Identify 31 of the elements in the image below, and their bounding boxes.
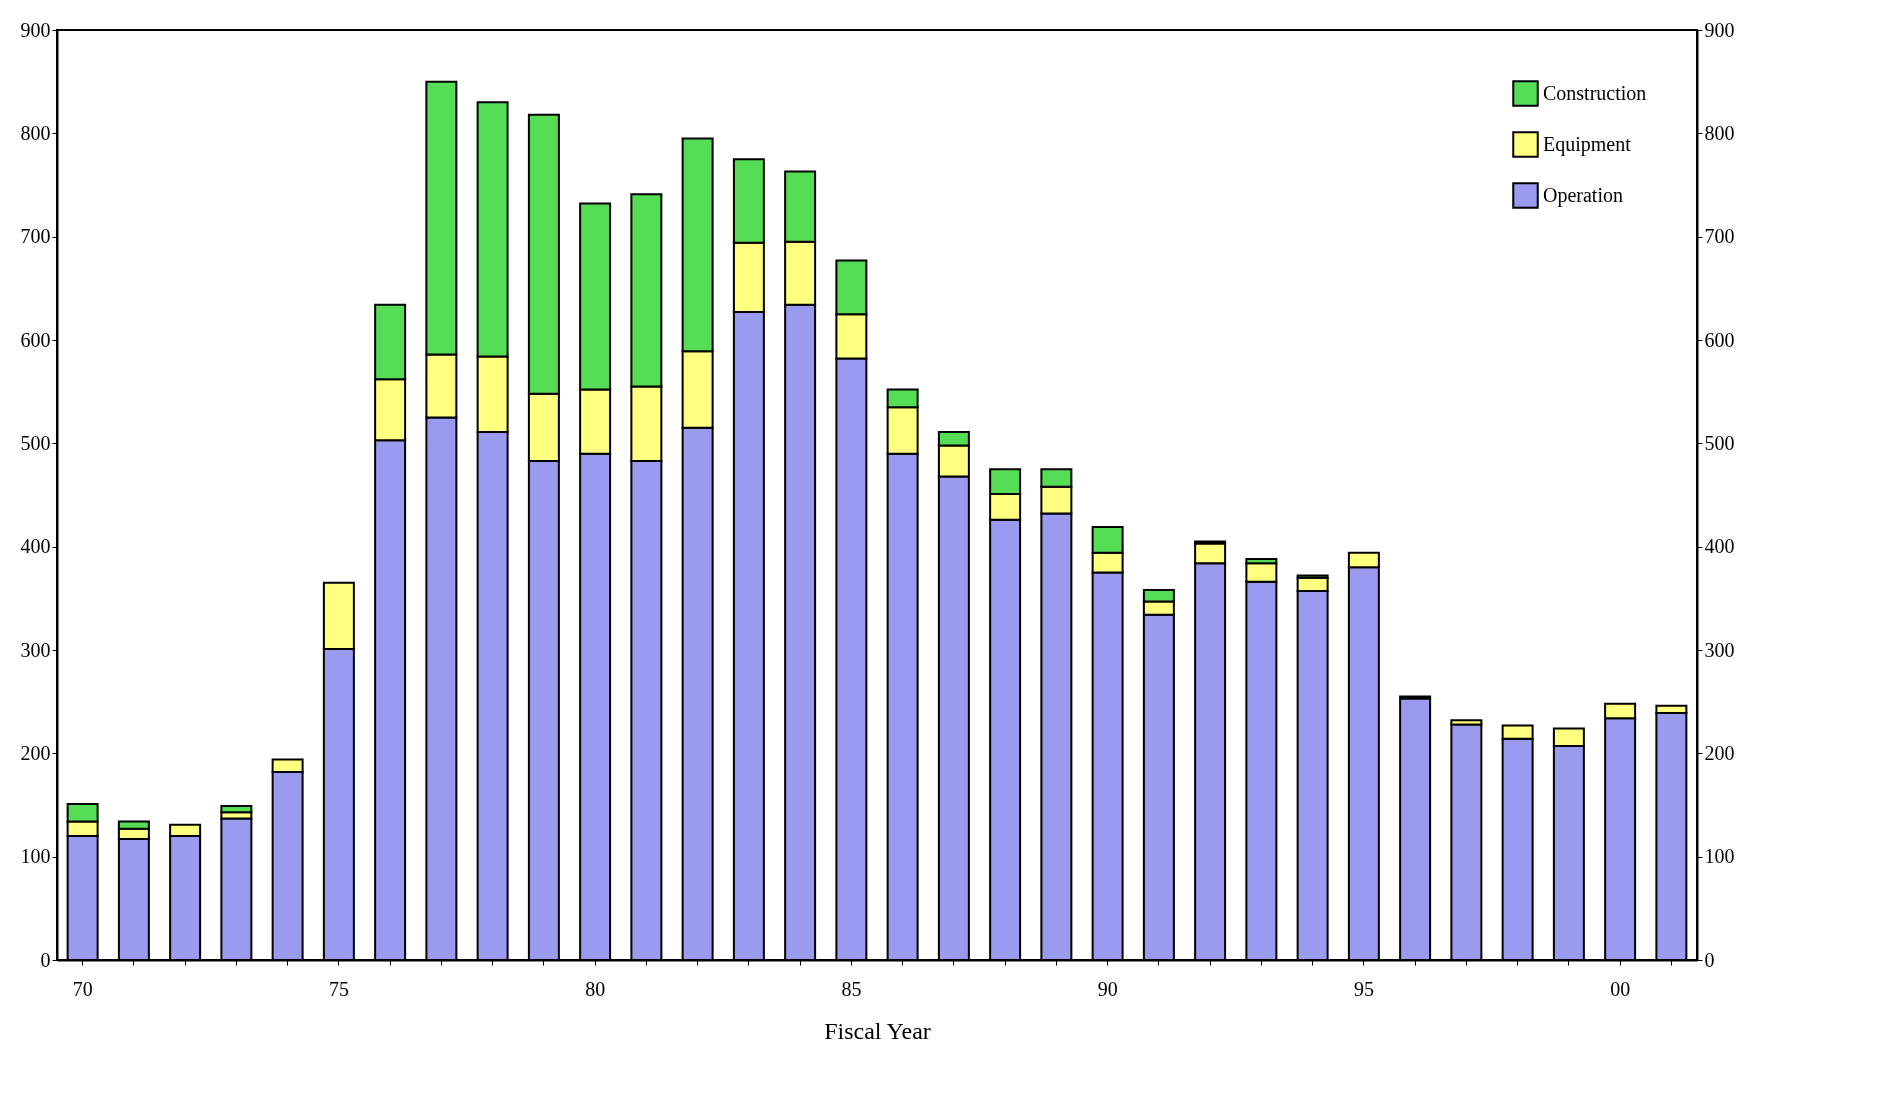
- y2-tick-label: 700: [1704, 225, 1735, 248]
- y2-tick-label: 300: [1704, 638, 1735, 661]
- y-tick-label: 0: [40, 948, 51, 971]
- y-tick-label: 700: [20, 225, 51, 248]
- y2-tick-label: 400: [1704, 535, 1735, 558]
- y2-tick-label: 600: [1704, 328, 1735, 351]
- y2-tick-label: 500: [1704, 431, 1735, 454]
- legend-label: Operation: [1543, 183, 1623, 207]
- legend-label: Construction: [1543, 81, 1647, 104]
- y-tick-label: 500: [20, 431, 51, 454]
- x-tick-label: 70: [72, 977, 93, 1000]
- y-tick-label: 300: [20, 638, 51, 661]
- y-tick-label: 800: [20, 121, 51, 144]
- x-tick-label: 00: [1610, 977, 1631, 1000]
- y-tick-label: 900: [20, 18, 51, 41]
- legend-label: Equipment: [1543, 132, 1632, 156]
- x-axis-title: Fiscal Year: [824, 1017, 931, 1044]
- y-tick-label: 100: [20, 845, 51, 868]
- x-tick-label: 80: [585, 977, 606, 1000]
- y2-tick-label: 100: [1704, 845, 1735, 868]
- y-tick-label: 400: [20, 535, 51, 558]
- x-tick-label: 90: [1097, 977, 1118, 1000]
- y2-tick-label: 200: [1704, 741, 1735, 764]
- y2-tick-label: 0: [1704, 948, 1715, 971]
- y-tick-label: 600: [20, 328, 51, 351]
- x-tick-label: 75: [328, 977, 349, 1000]
- y2-tick-label: 800: [1704, 121, 1735, 144]
- x-tick-label: 95: [1353, 977, 1374, 1000]
- x-tick-label: 85: [841, 977, 862, 1000]
- y-tick-label: 200: [20, 741, 51, 764]
- y2-tick-label: 900: [1704, 18, 1735, 41]
